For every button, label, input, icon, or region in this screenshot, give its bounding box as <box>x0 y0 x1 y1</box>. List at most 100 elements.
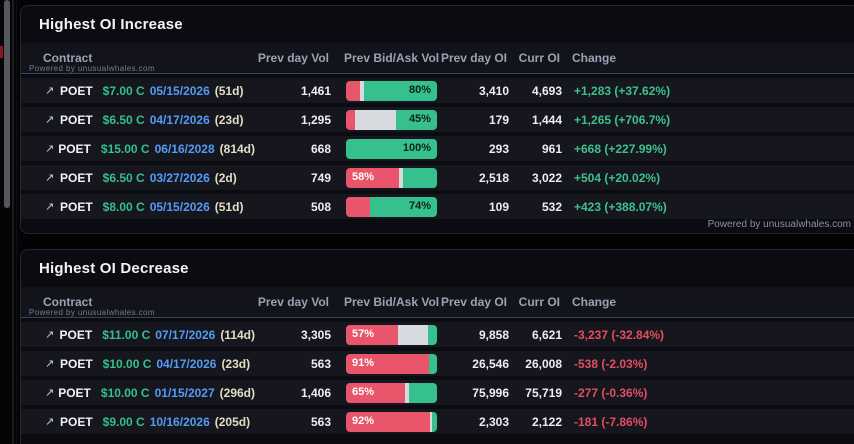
expiry-date-label: 05/15/2026 <box>149 83 210 98</box>
column-header-prev-bid-ask-vol[interactable]: Prev Bid/Ask Vol <box>344 51 440 65</box>
column-header-prev-day-vol[interactable]: Prev day Vol <box>257 51 329 65</box>
expiry-date-label: 07/17/2026 <box>155 327 216 342</box>
external-link-arrow-icon[interactable]: ↗ <box>45 172 55 184</box>
strike-label: $8.00 C <box>102 199 145 214</box>
change-value: -181 (-7.86%) <box>574 414 648 429</box>
change-value: +1,265 (+706.7%) <box>574 112 671 127</box>
bar-segment-gray <box>429 411 433 432</box>
bar-segment-red: 92% <box>346 411 430 432</box>
external-link-arrow-icon[interactable]: ↗ <box>45 358 55 370</box>
ticker-label: POET <box>60 199 93 214</box>
external-link-arrow-icon[interactable]: ↗ <box>45 201 55 213</box>
ticker-label: POET <box>60 356 93 371</box>
expiry-date-label: 05/15/2026 <box>149 199 210 214</box>
curr-oi-value: 75,719 <box>525 385 562 400</box>
external-link-arrow-icon[interactable]: ↗ <box>45 114 55 126</box>
prev-day-oi-value: 26,546 <box>472 356 509 371</box>
bid-ask-ratio-bar: 100% <box>346 138 437 159</box>
ticker-label: POET <box>60 83 93 98</box>
bar-segment-red <box>346 196 370 217</box>
bar-segment-red: 65% <box>346 382 406 403</box>
expiry-date-label: 04/17/2026 <box>149 112 210 127</box>
curr-oi-value: 4,693 <box>531 83 562 98</box>
column-header-change[interactable]: Change <box>572 51 617 65</box>
table-row[interactable]: ↗ POET $7.00 C 05/15/2026 (51d) 1,461 80… <box>21 78 854 103</box>
bid-ask-ratio-bar: 92% <box>346 411 437 432</box>
curr-oi-value: 6,621 <box>531 327 562 342</box>
bar-percentage-label: 80% <box>408 84 431 96</box>
panel-divider-2 <box>16 0 17 444</box>
change-value: +668 (+227.99%) <box>574 141 667 156</box>
contract-cell: ↗ POET $6.50 C 04/17/2026 (23d) <box>45 113 255 127</box>
bar-segment-gray <box>398 167 404 188</box>
table-row[interactable]: ↗ POET $10.00 C 01/15/2027 (296d) 1,406 … <box>21 380 854 405</box>
prev-day-oi-value: 9,858 <box>478 327 509 342</box>
watermark-overlay: Powered by unusualwhales.com <box>29 64 155 73</box>
column-header-change[interactable]: Change <box>572 295 617 309</box>
expiry-date-label: 01/15/2027 <box>154 385 215 400</box>
table-row[interactable]: ↗ POET $15.00 C 06/16/2028 (814d) 668 10… <box>21 136 854 161</box>
column-header-contract[interactable]: Contract <box>43 51 93 65</box>
bar-segment-gray <box>359 80 365 101</box>
prev-day-vol-value: 1,461 <box>300 83 331 98</box>
column-header-prev-day-vol[interactable]: Prev day Vol <box>257 295 329 309</box>
bar-percentage-label: 91% <box>352 357 375 369</box>
table-row[interactable]: ↗ POET $8.00 C 05/15/2026 (51d) 508 74% … <box>21 194 854 219</box>
bar-percentage-label: 65% <box>352 386 375 398</box>
change-value: +1,283 (+37.62%) <box>574 83 671 98</box>
table-row[interactable]: ↗ POET $9.00 C 10/16/2026 (205d) 563 92%… <box>21 409 854 434</box>
contract-cell: ↗ POET $15.00 C 06/16/2028 (814d) <box>45 142 255 156</box>
bid-ask-ratio-bar: 65% <box>346 382 437 403</box>
external-link-arrow-icon[interactable]: ↗ <box>45 416 55 428</box>
bar-segment-green <box>432 411 437 432</box>
contract-cell: ↗ POET $10.00 C 01/15/2027 (296d) <box>45 386 255 400</box>
change-value: -538 (-2.03%) <box>574 356 648 371</box>
prev-day-oi-value: 293 <box>488 141 509 156</box>
prev-day-vol-value: 508 <box>310 199 331 214</box>
prev-day-oi-value: 2,518 <box>478 170 509 185</box>
column-header-curr-oi[interactable]: Curr OI <box>518 51 560 65</box>
strike-label: $10.00 C <box>100 385 150 400</box>
left-gutter <box>0 0 20 444</box>
curr-oi-value: 961 <box>541 141 562 156</box>
ticker-label: POET <box>60 414 93 429</box>
strike-label: $9.00 C <box>102 414 145 429</box>
column-header-curr-oi[interactable]: Curr OI <box>518 295 560 309</box>
external-link-arrow-icon[interactable]: ↗ <box>45 85 55 97</box>
external-link-arrow-icon[interactable]: ↗ <box>45 329 55 341</box>
column-header-prev-day-oi[interactable]: Prev day OI <box>440 51 507 65</box>
days-to-expiry-label: (23d) <box>214 112 244 127</box>
expiry-date-label: 04/17/2026 <box>156 356 217 371</box>
watermark-overlay: Powered by unusualwhales.com <box>29 308 155 317</box>
bar-segment-green <box>403 167 437 188</box>
bar-segment-red: 58% <box>346 167 399 188</box>
bid-ask-ratio-bar: 45% <box>346 109 437 130</box>
bar-percentage-label: 100% <box>402 142 431 154</box>
strike-label: $15.00 C <box>100 141 150 156</box>
column-header-contract[interactable]: Contract <box>43 295 93 309</box>
prev-day-vol-value: 668 <box>310 141 331 156</box>
prev-day-oi-value: 75,996 <box>472 385 509 400</box>
curr-oi-value: 26,008 <box>525 356 562 371</box>
external-link-arrow-icon[interactable]: ↗ <box>45 143 55 155</box>
expiry-date-label: 10/16/2026 <box>149 414 210 429</box>
bar-segment-red: 91% <box>346 353 429 374</box>
column-header-prev-day-oi[interactable]: Prev day OI <box>440 295 507 309</box>
bar-segment-green: 80% <box>364 80 437 101</box>
table-row[interactable]: ↗ POET $6.50 C 03/27/2026 (2d) 749 58% 2… <box>21 165 854 190</box>
column-header-prev-bid-ask-vol[interactable]: Prev Bid/Ask Vol <box>344 295 440 309</box>
change-value: -277 (-0.36%) <box>574 385 648 400</box>
bar-segment-green: 100% <box>346 138 437 159</box>
scrollbar-thumb[interactable] <box>4 0 10 208</box>
table-row[interactable]: ↗ POET $11.00 C 07/17/2026 (114d) 3,305 … <box>21 322 854 347</box>
table-row[interactable]: ↗ POET $10.00 C 04/17/2026 (23d) 563 91%… <box>21 351 854 376</box>
external-link-arrow-icon[interactable]: ↗ <box>45 387 55 399</box>
strike-label: $6.50 C <box>102 112 145 127</box>
bar-segment-green <box>427 324 437 345</box>
table-header: Contract Prev day Vol Prev Bid/Ask Vol P… <box>21 43 854 74</box>
prev-day-vol-value: 3,305 <box>300 327 331 342</box>
curr-oi-value: 532 <box>541 199 562 214</box>
curr-oi-value: 2,122 <box>531 414 562 429</box>
table-row[interactable]: ↗ POET $6.50 C 04/17/2026 (23d) 1,295 45… <box>21 107 854 132</box>
